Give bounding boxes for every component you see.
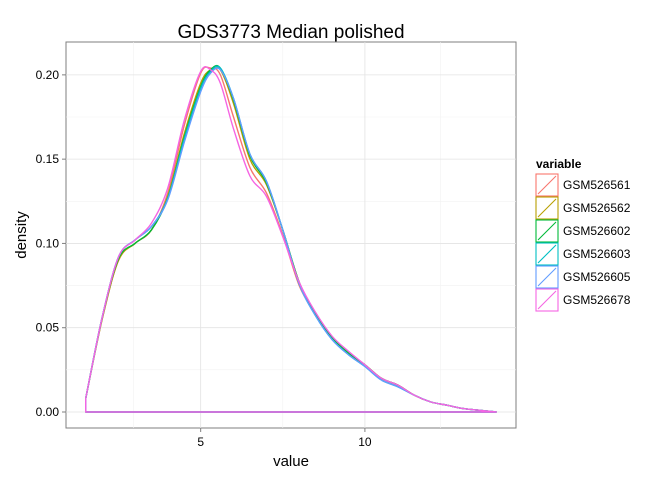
legend-label: GSM526678 [563,293,631,307]
legend-title: variable [536,157,582,171]
series-lines [85,64,497,413]
chart-title: GDS3773 Median polished [177,22,404,43]
legend-item-GSM526603: GSM526603 [535,242,631,266]
x-axis-title: value [273,453,309,470]
series-line-GSM526678 [85,66,497,413]
x-tick-label: 10 [358,435,372,449]
legend-key-line [537,267,557,287]
axes: 0.00 0.05 0.10 0.15 0.20 5 10 [36,68,372,449]
legend: variable GSM526561 GSM526562 GSM526602 GSM5… [535,157,631,312]
legend-label: GSM526561 [563,178,631,192]
legend-label: GSM526605 [563,270,631,284]
y-tick-label: 0.15 [36,152,60,166]
legend-item-GSM526562: GSM526562 [535,196,631,220]
y-tick-label: 0.20 [36,68,60,82]
grid-lines [66,42,516,428]
y-tick-label: 0.05 [36,321,60,335]
legend-label: GSM526603 [563,247,631,261]
legend-key-line [537,221,557,241]
legend-item-GSM526561: GSM526561 [535,173,631,197]
x-tick-label: 5 [197,435,204,449]
legend-key-line [537,244,557,264]
y-tick-label: 0.00 [36,405,60,419]
legend-item-GSM526602: GSM526602 [535,219,631,243]
y-axis-title: density [13,211,30,259]
legend-label: GSM526562 [563,201,631,215]
legend-key-line [537,290,557,310]
legend-key-line [537,175,557,195]
legend-item-GSM526678: GSM526678 [535,288,631,312]
y-tick-label: 0.10 [36,236,60,250]
legend-item-GSM526605: GSM526605 [535,265,631,289]
legend-label: GSM526602 [563,224,631,238]
legend-key-line [537,198,557,218]
